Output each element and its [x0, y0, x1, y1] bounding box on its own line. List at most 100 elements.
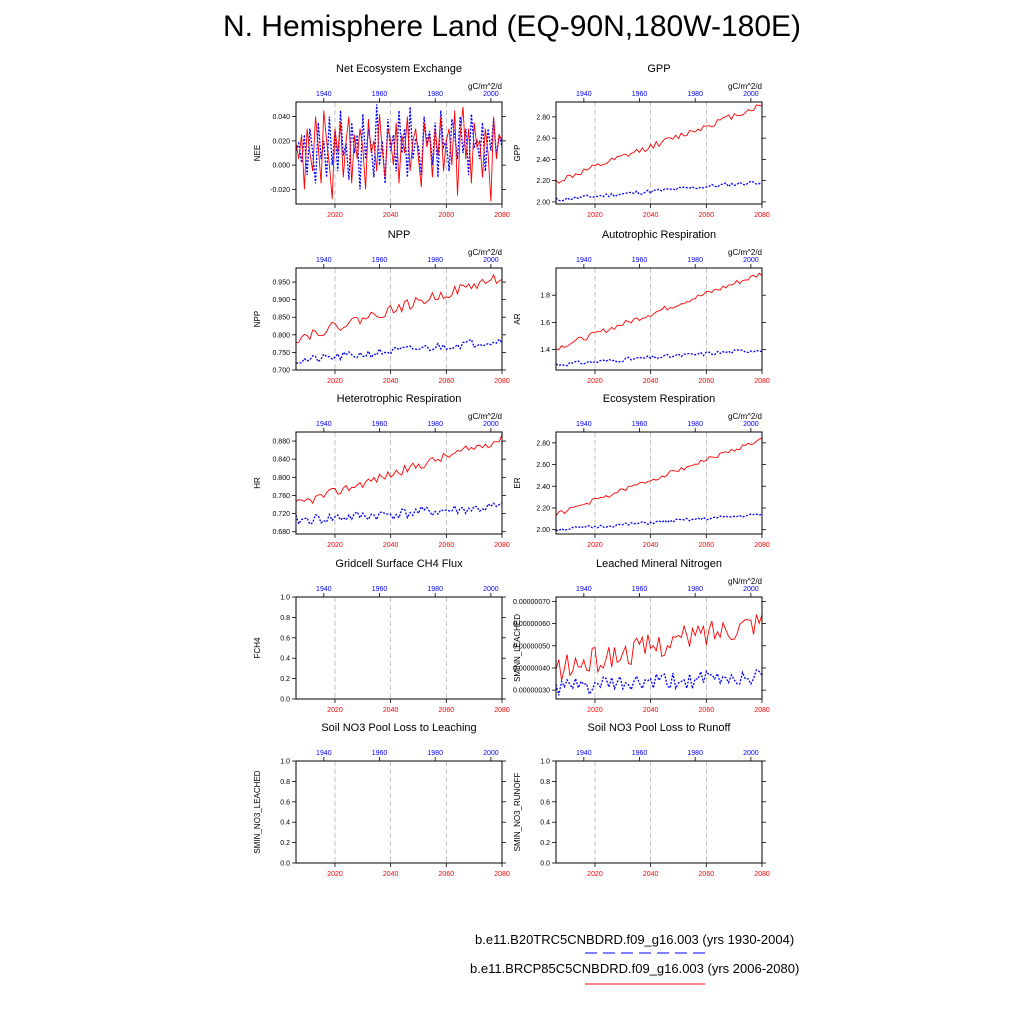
ar-xtick-top-label: 2000 [743, 257, 759, 264]
fch4-xtick-top-label: 2000 [483, 586, 499, 593]
er-series-scenario [555, 437, 763, 517]
smin_no3_runoff-ytick-label: 1.0 [540, 759, 550, 766]
fch4-xtick-bottom-label: 2080 [494, 707, 510, 714]
smin_leached-xtick-top-label: 1960 [632, 586, 648, 593]
smin_no3_runoff-xtick-top-label: 1960 [632, 750, 648, 757]
fch4-xtick-bottom-label: 2060 [439, 707, 455, 714]
gpp-series-control [555, 180, 763, 202]
nee-units: gC/m^2/d [468, 82, 502, 91]
ar-series-control [555, 349, 763, 367]
smin_no3_leached-plot-frame [295, 760, 503, 864]
smin_leached-series-control [555, 668, 763, 696]
er-xtick-bottom-label: 2020 [587, 542, 603, 549]
ar-xtick-bottom-label: 2020 [587, 378, 603, 385]
smin_no3_leached-xtick-bottom-label: 2080 [494, 871, 510, 878]
hr-series-scenario [295, 434, 503, 505]
hr-ytick-label: 0.880 [272, 439, 290, 446]
ar-xtick-bottom-label: 2060 [699, 378, 715, 385]
gpp-ytick-label: 2.60 [536, 136, 550, 143]
smin_no3_leached-xtick-bottom-label: 2040 [383, 871, 399, 878]
hr-xtick-top-label: 1940 [316, 421, 332, 428]
gpp-xtick-bottom-label: 2080 [754, 212, 770, 219]
npp-xtick-top-label: 1980 [427, 257, 443, 264]
ar-plot-frame [555, 267, 763, 371]
gpp-title: GPP [647, 63, 670, 75]
smin_no3_leached-ytick-label: 0.6 [280, 799, 290, 806]
smin_leached-units: gN/m^2/d [728, 577, 762, 586]
hr-xtick-bottom-label: 2040 [383, 542, 399, 549]
er-plot-frame [555, 431, 763, 535]
er-xtick-top-label: 1980 [687, 421, 703, 428]
fch4-ytick-label: 0.0 [280, 697, 290, 704]
fch4-xtick-top-label: 1940 [316, 586, 332, 593]
fch4-xtick-top-label: 1960 [372, 586, 388, 593]
npp-plot-frame [295, 267, 503, 371]
nee-xtick-bottom-label: 2040 [383, 212, 399, 219]
er-ytick-label: 2.20 [536, 505, 550, 512]
nee-xtick-top-label: 1940 [316, 91, 332, 98]
npp-title: NPP [388, 229, 411, 241]
gpp-ytick-label: 2.80 [536, 114, 550, 121]
smin_leached-xtick-bottom-label: 2020 [587, 707, 603, 714]
hr-xtick-top-label: 1980 [427, 421, 443, 428]
smin_leached-plot-frame [555, 596, 763, 700]
er-series-control [555, 513, 763, 532]
npp-series-scenario [295, 273, 503, 344]
smin_no3_runoff-title: Soil NO3 Pool Loss to Runoff [588, 722, 732, 734]
smin_no3_leached-ytick-label: 1.0 [280, 759, 290, 766]
smin_leached-xtick-bottom-label: 2040 [643, 707, 659, 714]
smin_no3_leached-ytick-label: 0.0 [280, 861, 290, 868]
npp-ytick-label: 0.700 [272, 368, 290, 375]
ar-title: Autotrophic Respiration [602, 229, 716, 241]
legend-control-label: b.e11.B20TRC5CNBDRD.f09_g16.003 (yrs 193… [475, 932, 795, 947]
er-ytick-label: 2.80 [536, 440, 550, 447]
fch4-ytick-label: 0.4 [280, 656, 290, 663]
er-xtick-bottom-label: 2040 [643, 542, 659, 549]
hr-xtick-top-label: 1960 [372, 421, 388, 428]
gpp-ylabel: GPP [513, 145, 522, 162]
smin_no3_leached-xtick-bottom-label: 2020 [327, 871, 343, 878]
hr-ytick-label: 0.840 [272, 457, 290, 464]
ar-ytick-label: 1.8 [540, 293, 550, 300]
hr-ytick-label: 0.800 [272, 475, 290, 482]
nee-xtick-top-label: 2000 [483, 91, 499, 98]
smin_no3_leached-xtick-top-label: 1980 [427, 750, 443, 757]
npp-xtick-bottom-label: 2040 [383, 378, 399, 385]
nee-ylabel: NEE [253, 145, 262, 161]
smin_leached-ytick-label: 0.00000030 [513, 688, 550, 695]
npp-ylabel: NPP [253, 311, 262, 327]
hr-ytick-label: 0.760 [272, 493, 290, 500]
npp-xtick-bottom-label: 2080 [494, 378, 510, 385]
smin_no3_leached-title: Soil NO3 Pool Loss to Leaching [321, 722, 476, 734]
fch4-ytick-label: 0.2 [280, 676, 290, 683]
nee-xtick-bottom-label: 2080 [494, 212, 510, 219]
nee-plot-frame [295, 101, 503, 205]
npp-xtick-bottom-label: 2020 [327, 378, 343, 385]
er-ytick-label: 2.00 [536, 527, 550, 534]
gpp-xtick-bottom-label: 2060 [699, 212, 715, 219]
legend-control-swatch [585, 952, 705, 954]
fch4-ytick-label: 0.6 [280, 635, 290, 642]
nee-title: Net Ecosystem Exchange [336, 63, 462, 75]
gpp-units: gC/m^2/d [728, 82, 762, 91]
er-ytick-label: 2.40 [536, 484, 550, 491]
er-xtick-top-label: 2000 [743, 421, 759, 428]
fch4-ytick-label: 1.0 [280, 595, 290, 602]
smin_leached-xtick-bottom-label: 2060 [699, 707, 715, 714]
npp-xtick-top-label: 2000 [483, 257, 499, 264]
fch4-xtick-bottom-label: 2040 [383, 707, 399, 714]
smin_no3_leached-xtick-bottom-label: 2060 [439, 871, 455, 878]
smin_no3_leached-ytick-label: 0.2 [280, 840, 290, 847]
ar-xtick-top-label: 1940 [576, 257, 592, 264]
smin_leached-xtick-top-label: 2000 [743, 586, 759, 593]
hr-xtick-bottom-label: 2020 [327, 542, 343, 549]
ar-xtick-top-label: 1980 [687, 257, 703, 264]
smin_leached-xtick-bottom-label: 2080 [754, 707, 770, 714]
smin_no3_runoff-xtick-bottom-label: 2020 [587, 871, 603, 878]
fch4-plot-frame [295, 596, 503, 700]
ar-ytick-label: 1.4 [540, 347, 550, 354]
smin_leached-ytick-label: 0.00000050 [513, 643, 550, 650]
npp-ytick-label: 0.800 [272, 332, 290, 339]
hr-plot-frame [295, 431, 503, 535]
npp-ytick-label: 0.750 [272, 350, 290, 357]
